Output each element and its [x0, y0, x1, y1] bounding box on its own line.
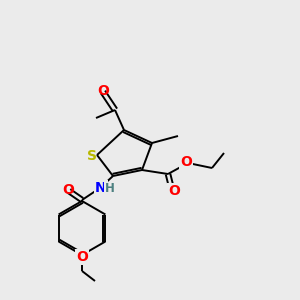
Text: O: O: [76, 250, 88, 264]
Text: N: N: [95, 181, 107, 195]
Text: O: O: [180, 155, 192, 169]
Text: S: S: [87, 149, 97, 163]
Text: O: O: [168, 184, 180, 198]
Text: O: O: [62, 183, 74, 197]
Text: H: H: [105, 182, 115, 196]
Text: O: O: [97, 84, 109, 98]
